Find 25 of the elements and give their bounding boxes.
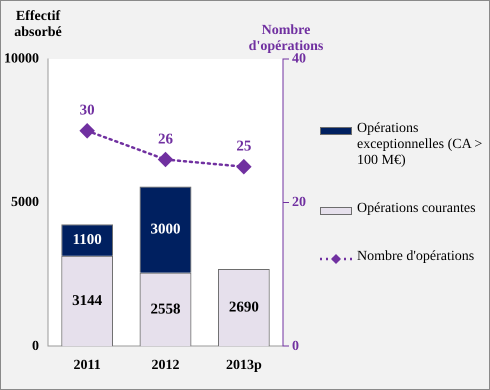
point [158, 152, 173, 167]
legend-label: Opérations courantes [357, 201, 476, 217]
data-label: 3000 [150, 222, 180, 238]
x-tick-label: 2013p [226, 358, 262, 374]
y-tick-label: 0 [32, 338, 39, 354]
y-tick-label: 10000 [4, 52, 39, 67]
data-label: 2690 [228, 299, 259, 316]
data-label: 2558 [150, 301, 180, 318]
data-label: 3144 [72, 292, 103, 309]
y-axis-title: Effectif absorbé [13, 9, 63, 41]
point [236, 159, 252, 174]
y2-tick-label: 40 [292, 52, 306, 67]
y-tick-label: 5000 [11, 195, 39, 210]
point [80, 124, 94, 138]
y2-tick-label: 0 [292, 338, 299, 354]
x-tick-label: 2011 [74, 358, 101, 374]
data-label: 30 [80, 102, 95, 119]
x-tick-label: 2012 [152, 358, 180, 374]
data-label: 26 [158, 131, 174, 148]
y2-axis-title: Nombre d'opérations [248, 23, 324, 54]
y2-tick-label: 20 [292, 195, 306, 210]
legend-label: Opérations exceptionnelles (CA > 100 M€) [357, 121, 484, 169]
data-label: 1100 [72, 232, 102, 248]
legend-label: Nombre d'opérations [357, 249, 474, 265]
data-label: 25 [236, 138, 252, 155]
